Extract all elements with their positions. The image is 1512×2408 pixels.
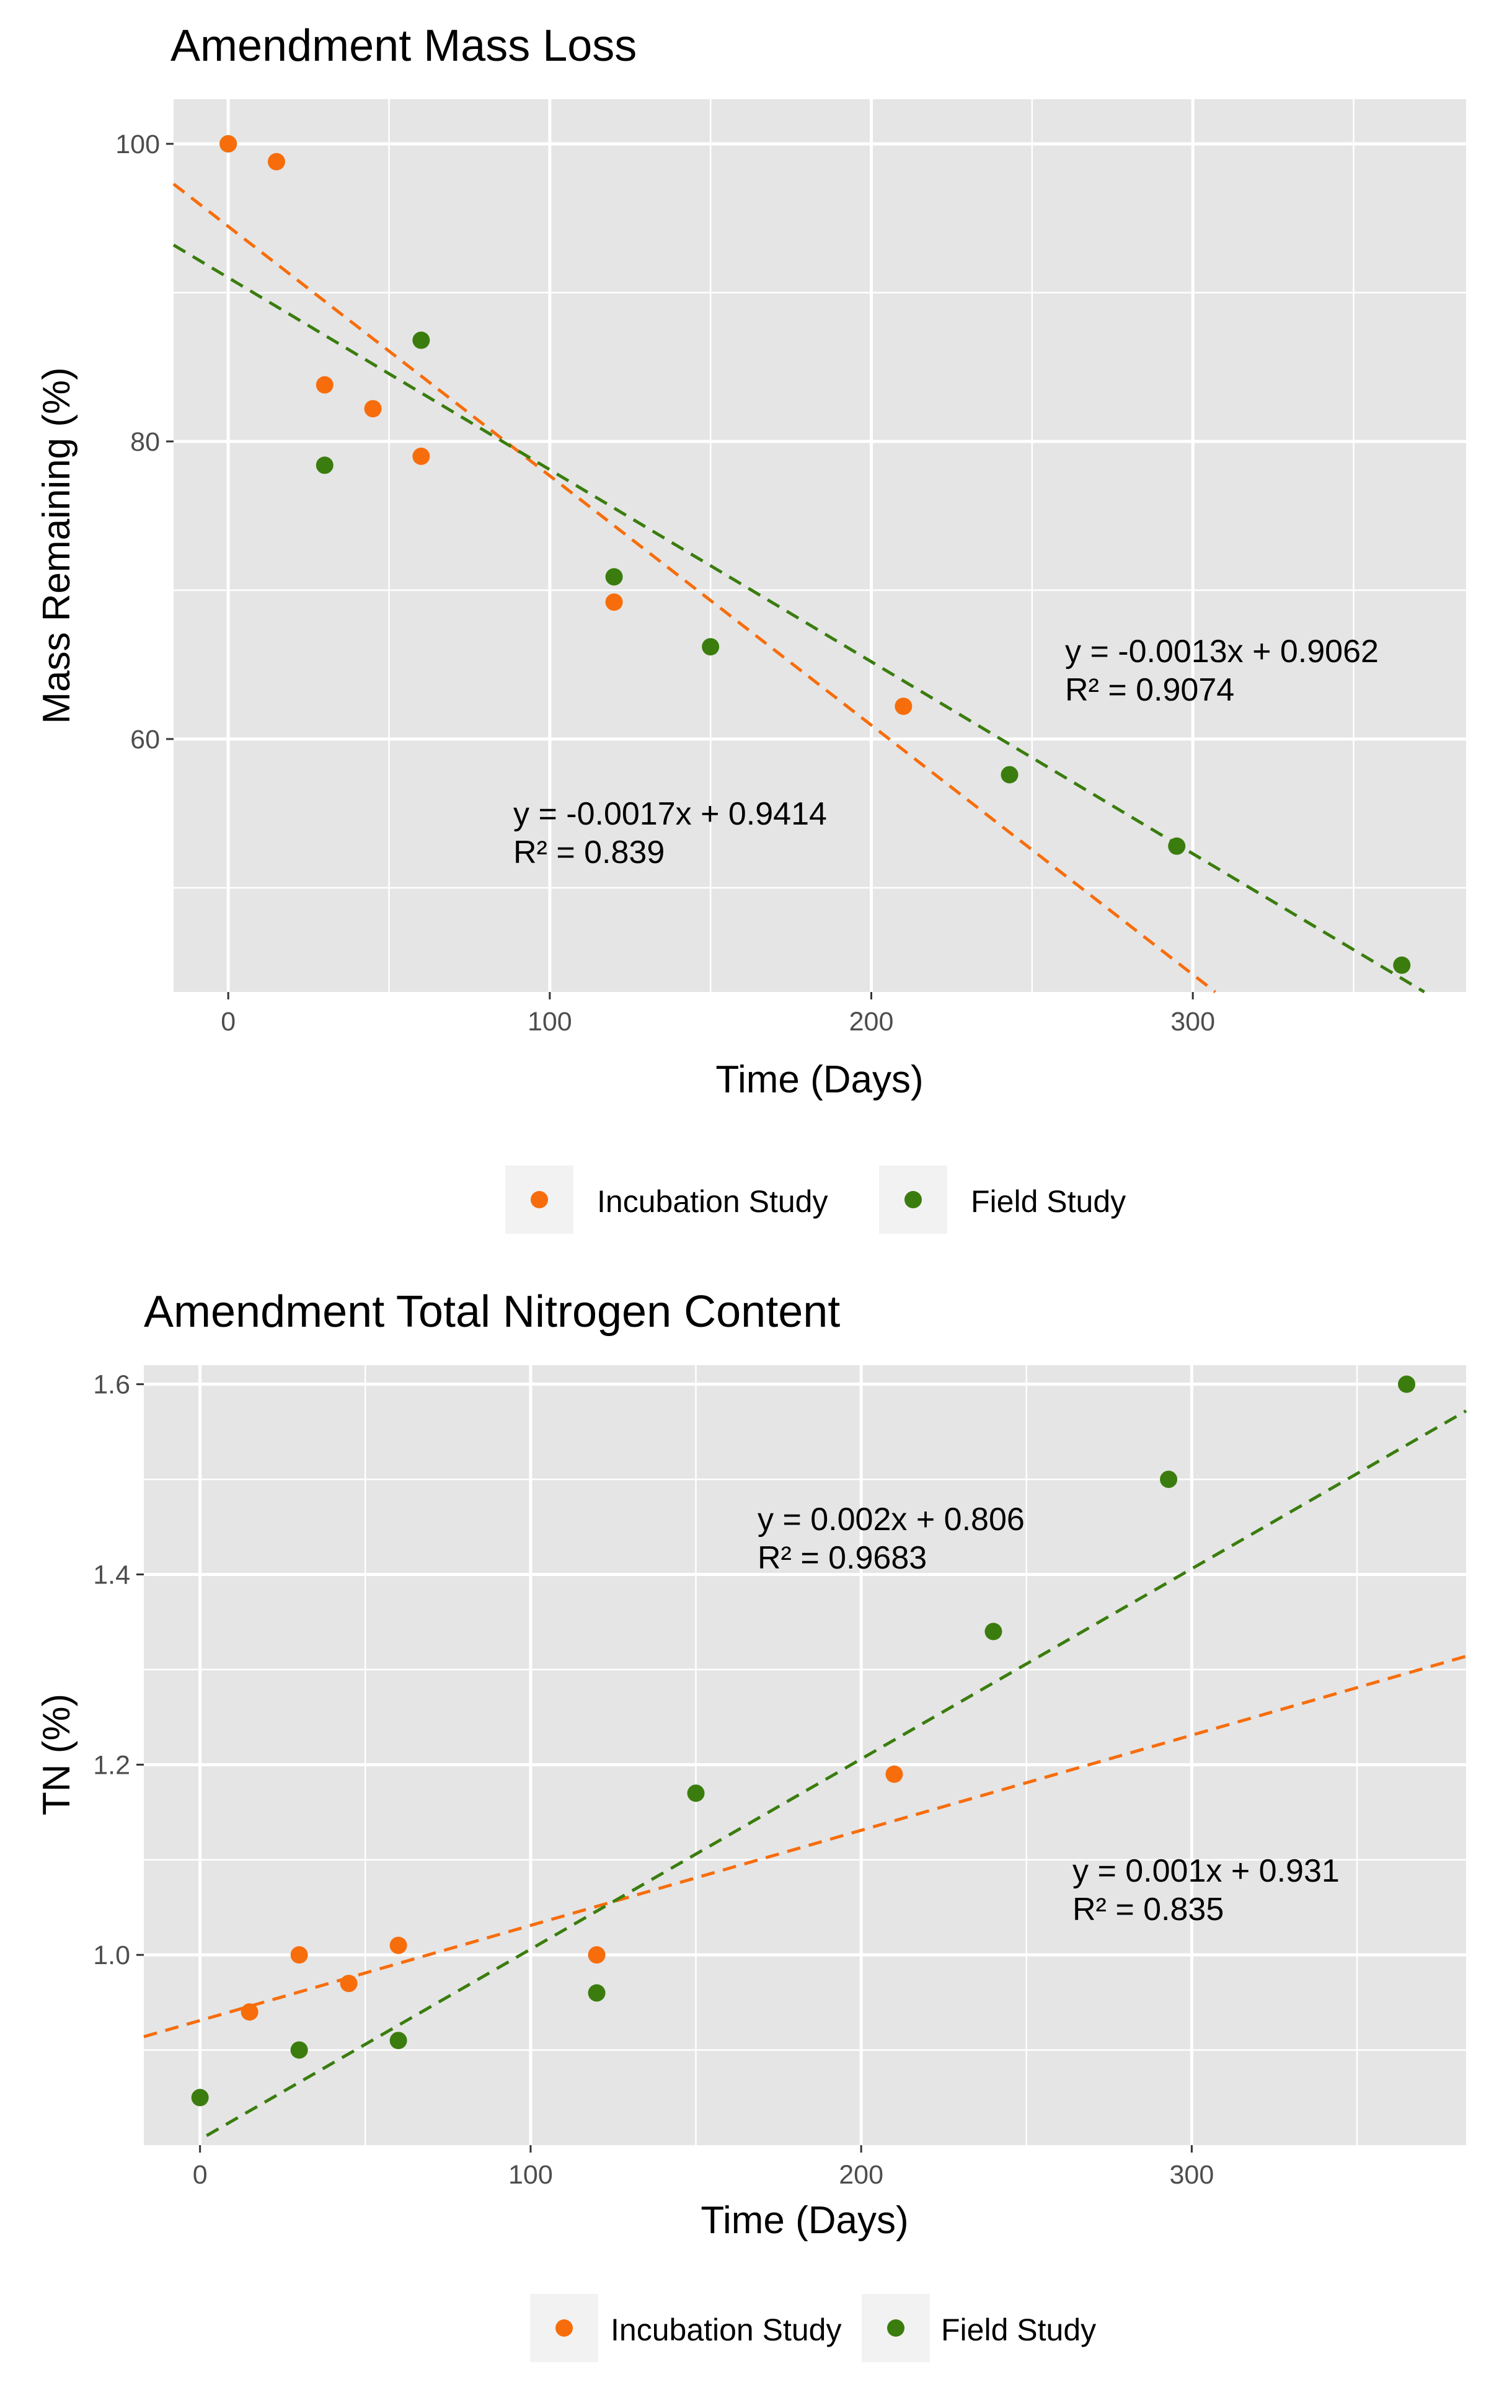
y-tick-label: 1.6 (93, 1370, 130, 1400)
trend-line-incubation (143, 1655, 1467, 2038)
point-field (984, 1622, 1002, 1640)
point-incubation (412, 448, 430, 465)
x-axis-label: Time (Days) (715, 1058, 923, 1101)
legend: Incubation Study Field Study (505, 1166, 1126, 1234)
x-tick-label: 300 (1170, 1007, 1215, 1037)
x-axis-ticks: 0 100 200 300 (221, 992, 1215, 1037)
nitrogen-content-chart: Amendment Total Nitrogen Content 0 100 200… (35, 1287, 1467, 2362)
incubation-r2-label: R² = 0.835 (1072, 1892, 1224, 1928)
point-incubation (241, 2003, 259, 2021)
trend-lines (172, 182, 1425, 994)
point-incubation (219, 135, 237, 153)
mass-loss-chart: Amendment Mass Loss 0 100 200 300 60 80 100 y… (35, 21, 1466, 1234)
y-tick-label: 1.2 (93, 1750, 130, 1780)
point-field (1393, 956, 1411, 974)
field-equation-label: y = 0.002x + 0.806 (758, 1502, 1025, 1538)
point-field (1001, 766, 1019, 784)
legend-marker-incubation (555, 2319, 573, 2337)
point-field (588, 1984, 606, 2002)
plot-panel (174, 99, 1466, 992)
y-tick-label: 1.0 (93, 1941, 130, 1970)
legend-marker-incubation (531, 1191, 548, 1208)
grid (174, 99, 1466, 992)
y-axis-ticks: 1.0 1.2 1.4 1.6 (93, 1370, 144, 1970)
x-tick-label: 0 (221, 1007, 236, 1037)
point-field (389, 2032, 407, 2050)
x-axis-label: Time (Days) (701, 2199, 908, 2242)
point-incubation (588, 1946, 606, 1964)
data-points (191, 1375, 1416, 2107)
incubation-r2-label: R² = 0.839 (513, 834, 665, 870)
chart-title: Amendment Total Nitrogen Content (144, 1287, 840, 1337)
point-incubation (267, 153, 285, 170)
point-field (316, 456, 334, 474)
point-incubation (389, 1936, 407, 1954)
trend-lines (143, 1409, 1467, 2137)
y-axis-label: Mass Remaining (%) (35, 367, 78, 724)
point-incubation (340, 1975, 358, 1993)
trend-line-incubation (172, 182, 1216, 993)
point-field (702, 638, 720, 656)
x-tick-label: 300 (1170, 2160, 1214, 2190)
point-field (605, 568, 623, 586)
point-incubation (885, 1765, 903, 1783)
plot-panel (144, 1365, 1466, 2145)
point-field (1168, 837, 1186, 855)
point-incubation (316, 376, 334, 394)
x-tick-label: 100 (528, 1007, 572, 1037)
point-incubation (605, 593, 623, 611)
legend-label-incubation: Incubation Study (597, 1184, 828, 1219)
x-tick-label: 200 (839, 2160, 883, 2190)
point-field (191, 2089, 209, 2107)
y-tick-label: 80 (130, 427, 160, 457)
point-incubation (364, 400, 382, 418)
legend-label-incubation: Incubation Study (611, 2313, 842, 2347)
trend-line-field (206, 1409, 1467, 2137)
y-tick-label: 1.4 (93, 1560, 130, 1590)
legend-marker-field (887, 2319, 904, 2337)
x-tick-label: 0 (193, 2160, 208, 2190)
legend-marker-field (904, 1191, 922, 1208)
data-points (219, 135, 1411, 974)
incubation-equation-label: y = 0.001x + 0.931 (1072, 1853, 1340, 1889)
field-equation-label: y = -0.0013x + 0.9062 (1065, 634, 1379, 670)
point-incubation (895, 697, 913, 715)
legend-label-field: Field Study (941, 2313, 1096, 2347)
trend-line-field (172, 244, 1425, 994)
y-tick-label: 60 (130, 725, 160, 755)
point-field (412, 331, 430, 349)
grid (144, 1365, 1466, 2145)
point-field (290, 2041, 308, 2059)
point-incubation (290, 1946, 308, 1964)
x-tick-label: 100 (508, 2160, 553, 2190)
point-field (1398, 1375, 1416, 1393)
point-field (687, 1784, 705, 1802)
field-r2-label: R² = 0.9074 (1065, 672, 1234, 708)
legend: Incubation Study Field Study (530, 2294, 1096, 2362)
x-axis-ticks: 0 100 200 300 (193, 2145, 1214, 2190)
incubation-equation-label: y = -0.0017x + 0.9414 (513, 796, 827, 832)
x-tick-label: 200 (849, 1007, 894, 1037)
point-field (1160, 1471, 1178, 1489)
y-axis-ticks: 60 80 100 (115, 130, 174, 755)
field-r2-label: R² = 0.9683 (758, 1540, 927, 1576)
chart-title: Amendment Mass Loss (170, 21, 637, 71)
legend-label-field: Field Study (971, 1184, 1126, 1219)
y-tick-label: 100 (115, 130, 160, 159)
y-axis-label: TN (%) (35, 1694, 78, 1815)
